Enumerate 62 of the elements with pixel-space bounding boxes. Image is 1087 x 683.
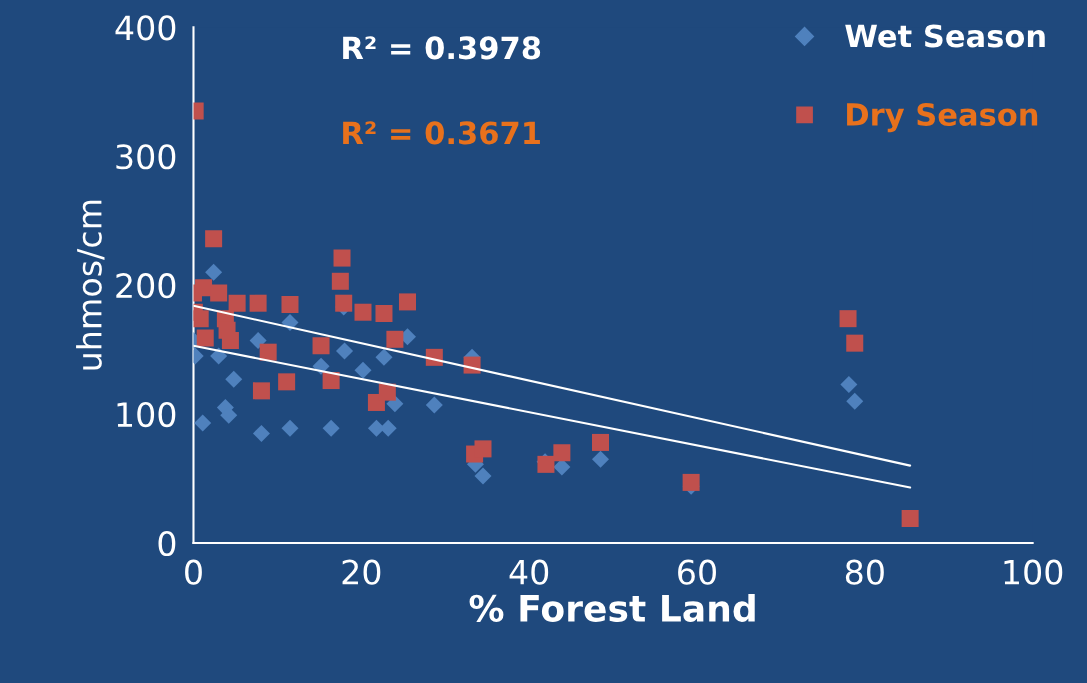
- point: [331, 272, 349, 290]
- point: [398, 293, 416, 311]
- point: [840, 375, 858, 393]
- point: [281, 295, 299, 313]
- y-tick-label: 100: [117, 401, 176, 428]
- point: [553, 444, 571, 462]
- point: [386, 330, 404, 348]
- point: [249, 332, 267, 350]
- point: [375, 305, 393, 323]
- x-axis-title: % Forest Land: [469, 594, 755, 622]
- point: [333, 249, 351, 267]
- annotation: R² = 0.3671: [343, 121, 540, 145]
- x-tick-label: 60: [678, 559, 716, 585]
- point: [474, 467, 492, 485]
- y-axis-title: uhmos/cm: [76, 200, 105, 370]
- y-tick-label: 0: [158, 530, 176, 557]
- legend-label: Wet Season: [845, 24, 1045, 48]
- point: [252, 382, 270, 400]
- point: [367, 419, 385, 437]
- y-tick-label: 200: [116, 273, 176, 299]
- x-tick-label: 100: [1004, 559, 1063, 585]
- point: [474, 440, 492, 458]
- point: [281, 419, 299, 437]
- point: [278, 373, 296, 391]
- point: [228, 294, 246, 312]
- point: [221, 332, 239, 350]
- point: [195, 279, 213, 297]
- point: [591, 450, 609, 468]
- point: [259, 343, 277, 361]
- point: [425, 396, 443, 414]
- point: [336, 342, 354, 360]
- point: [901, 509, 919, 527]
- point: [354, 303, 372, 321]
- point: [249, 294, 267, 312]
- point: [846, 392, 864, 410]
- point: [252, 424, 270, 442]
- y-tick-label: 300: [116, 144, 176, 170]
- point: [196, 329, 214, 347]
- point: [193, 310, 209, 328]
- point: [839, 310, 857, 328]
- point: [335, 294, 353, 312]
- x-tick-label: 0: [185, 559, 202, 585]
- point: [322, 372, 340, 390]
- y-tick-label: 400: [115, 15, 176, 41]
- point: [225, 370, 243, 388]
- legend-label: Dry Season: [847, 102, 1038, 133]
- point: [591, 433, 609, 451]
- point: [210, 284, 228, 302]
- x-tick-label: 40: [509, 559, 549, 585]
- point: [846, 334, 864, 352]
- annotation: R² = 0.3978: [343, 36, 541, 60]
- x-tick-label: 80: [845, 559, 884, 585]
- point: [375, 348, 393, 366]
- point: [682, 473, 700, 491]
- point: [312, 337, 330, 355]
- point: [205, 263, 223, 281]
- point: [378, 383, 396, 401]
- point: [205, 230, 223, 248]
- point: [354, 361, 372, 379]
- point: [194, 414, 212, 432]
- x-tick-label: 20: [342, 559, 381, 585]
- point: [322, 419, 340, 437]
